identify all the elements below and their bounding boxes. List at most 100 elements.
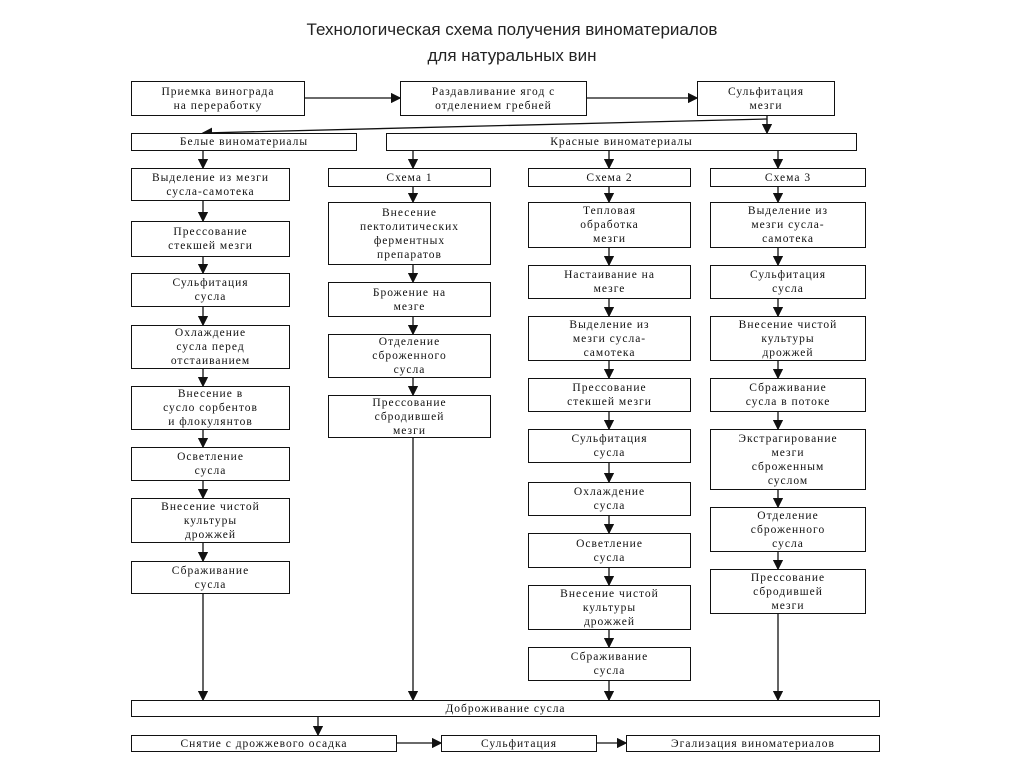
scheme-2-step: Сульфитация сусла [528, 429, 691, 463]
box-text: культуры [582, 601, 637, 614]
scheme-1-step: Отделение сброженного сусла [328, 334, 491, 378]
box-text: сусла в потоке [745, 396, 831, 408]
scheme-2-step: Настаивание на мезге [528, 265, 691, 299]
box-text: Прессование [173, 226, 248, 238]
box-text: Эгализация виноматериалов [671, 737, 835, 750]
box-text: на переработку [173, 99, 263, 112]
scheme-2-step: Охлаждение сусла [528, 482, 691, 516]
top-step-3: Сульфитация мезги [697, 81, 835, 116]
scheme-1-step: Внесение пектолитических ферментных препара… [328, 202, 491, 265]
box-text: стекшей мезги [168, 240, 253, 252]
box-text: Отделение [757, 509, 819, 522]
scheme-1-step: Прессование сбродившей мезги [328, 395, 491, 438]
box-text: Сульфитация [727, 85, 805, 98]
box-text: Сбраживание [570, 651, 649, 663]
box-text: Тепловая [582, 205, 636, 217]
box-text: Приемка винограда [161, 85, 275, 98]
box-text: Прессование [750, 571, 826, 584]
scheme-2-header: Схема 2 [528, 168, 691, 187]
final-step-3: Эгализация виноматериалов [626, 735, 880, 752]
box-text: сброженного [750, 523, 826, 536]
box-text: Сульфитация [749, 269, 827, 281]
box-text: обработка [580, 219, 639, 231]
scheme-3-step: Внесение чистой культуры дрожжей [710, 316, 866, 361]
box-text: Внесение [382, 206, 437, 219]
box-text: сусла [593, 500, 626, 512]
box-text: сусла [194, 578, 227, 591]
box-text: мезги сусла- [751, 219, 825, 231]
box-text: Внесение чистой [738, 318, 838, 331]
scheme-1-header: Схема 1 [328, 168, 491, 187]
title-line-1: Технологическая схема получения виномате… [306, 20, 718, 39]
box-text: Выделение из [569, 318, 650, 331]
box-text: сбродившей [374, 410, 445, 423]
box-text: сусла [593, 551, 626, 564]
box-text: сусла [772, 537, 804, 550]
scheme-2-step: Тепловая обработка мезги [528, 202, 691, 248]
scheme-3-step: Сбраживание сусла в потоке [710, 378, 866, 412]
scheme-3-header: Схема 3 [710, 168, 866, 187]
final-step-1: Снятие с дрожжевого осадка [131, 735, 397, 752]
top-step-1: Приемка винограда на переработку [131, 81, 305, 116]
box-text: сброженным [751, 460, 825, 473]
box-text: сусла [393, 364, 426, 376]
box-text: Выделение из мезги [152, 171, 269, 184]
box-text: Охлаждение [174, 327, 247, 339]
scheme-3-step: Экстрагирование мезги сброженным суслом [710, 429, 866, 490]
box-text: Осветление [177, 451, 244, 463]
box-text: дрожжей [583, 615, 636, 628]
final-step-2: Сульфитация [441, 735, 597, 752]
white-step: Осветление сусла [131, 447, 290, 481]
scheme-3-step: Сульфитация сусла [710, 265, 866, 299]
box-text: сусла перед [176, 341, 245, 353]
scheme-3-step: Отделение сброженного сусла [710, 507, 866, 552]
box-text: Сульфитация [480, 737, 558, 750]
box-text: мезге [393, 300, 426, 313]
box-text: Прессование [572, 382, 647, 394]
white-step: Внесение в сусло сорбентов и флокулянтов [131, 386, 290, 430]
box-text: сусла [194, 465, 227, 477]
white-step: Охлаждение сусла перед отстаиванием [131, 325, 290, 369]
box-text: сусла [194, 291, 227, 303]
box-text: культуры [761, 332, 815, 345]
box-text: препаратов [377, 248, 442, 261]
box-text: и флокулянтов [168, 416, 253, 428]
box-text: мезги [771, 446, 805, 459]
box-text: Выделение из [747, 205, 829, 217]
box-text: Доброживание сусла [445, 702, 566, 715]
box-text: Экстрагирование [738, 432, 838, 445]
white-step: Прессование стекшей мезги [131, 221, 290, 257]
box-text: Снятие с дрожжевого осадка [180, 737, 348, 750]
box-text: мезги [393, 424, 426, 437]
white-step: Сульфитация сусла [131, 273, 290, 307]
white-step: Сбраживание сусла [131, 561, 290, 594]
box-text: Отделение [378, 336, 441, 348]
box-text: Внесение чистой [560, 587, 659, 600]
box-text: самотека [762, 233, 814, 245]
box-text: дрожжей [184, 528, 237, 541]
scheme-2-step: Выделение из мезги сусла-самотека [528, 316, 691, 361]
box-text: Внесение чистой [161, 500, 260, 513]
box-text: сусла [772, 283, 804, 295]
scheme-3-step: Прессование сбродившей мезги [710, 569, 866, 614]
box-text: Схема 2 [586, 171, 633, 184]
box-text: сусла [593, 665, 626, 677]
scheme-3-step: Выделение из мезги сусла-самотека [710, 202, 866, 248]
box-text: мезги [771, 599, 805, 612]
box-text: Прессование [372, 396, 447, 409]
scheme-2-step: Прессование стекшей мезги [528, 378, 691, 412]
box-text: Сбраживание [171, 564, 250, 577]
box-text: стекшей мезги [567, 396, 652, 408]
box-text: Схема 1 [386, 171, 433, 184]
box-text: Белые виноматериалы [179, 136, 309, 148]
box-text: пектолитических [359, 220, 459, 233]
box-text: Сульфитация [571, 433, 648, 445]
red-wines-bar: Красные виноматериалы [386, 133, 857, 151]
top-step-2: Раздавливание ягод с отделением гребней [400, 81, 587, 116]
scheme-2-step: Внесение чистой культуры дрожжей [528, 585, 691, 630]
box-text: отделением гребней [435, 99, 552, 112]
scheme-2-step: Сбраживание сусла [528, 647, 691, 681]
title-line-2: для натуральных вин [427, 46, 597, 65]
